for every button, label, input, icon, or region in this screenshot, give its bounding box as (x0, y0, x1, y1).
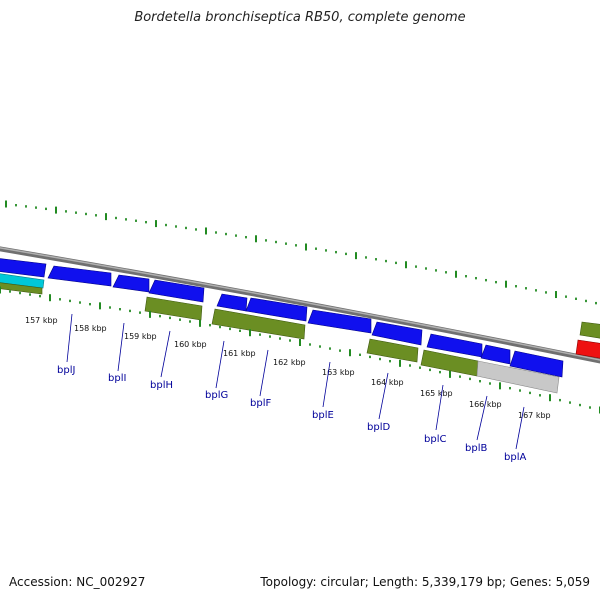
gene-label[interactable]: bplF (250, 398, 271, 409)
cds-feature[interactable] (148, 279, 205, 303)
olive-feature[interactable] (579, 321, 600, 339)
scale-label: 162 kbp (273, 358, 306, 367)
grey-feature[interactable] (476, 360, 560, 394)
scale-label: 158 kbp (74, 324, 107, 333)
gene-leader-line (378, 372, 389, 420)
gene-label[interactable]: bplG (205, 390, 228, 401)
cds-feature[interactable] (0, 258, 47, 278)
gene-leader-line (515, 406, 525, 450)
olive-feature[interactable] (211, 308, 306, 340)
gene-leader-line (160, 330, 171, 378)
gene-label[interactable]: bplD (367, 422, 390, 433)
map-title: Bordetella bronchiseptica RB50, complete… (134, 10, 466, 25)
gene-label[interactable]: bplB (465, 443, 487, 454)
gene-label[interactable]: bplH (150, 380, 173, 391)
cds-feature[interactable] (480, 344, 511, 365)
gene-leader-line (117, 322, 125, 372)
gene-leader-line (435, 384, 444, 431)
red-feature[interactable] (575, 339, 600, 359)
olive-feature[interactable] (0, 282, 43, 295)
cds-feature[interactable] (216, 293, 248, 312)
gene-label-group: bplJ bplI bplH bplG bplF bplE bplD bplC … (57, 365, 526, 463)
gene-leader-lines (66, 313, 525, 450)
scale-label: 163 kbp (322, 368, 355, 377)
cds-feature-row (0, 258, 564, 378)
gene-leader-line (259, 349, 269, 397)
genome-backbone (0, 246, 600, 364)
scale-label: 167 kbp (518, 411, 551, 420)
scale-label: 161 kbp (223, 349, 256, 358)
inner-tick-track (0, 286, 600, 414)
genome-backbone-highlight (0, 247, 600, 361)
scale-label: 159 kbp (124, 332, 157, 341)
accession-text: Accession: NC_002927 (9, 575, 146, 589)
scale-label: 164 kbp (371, 378, 404, 387)
cds-feature[interactable] (307, 309, 372, 334)
gene-label[interactable]: bplI (108, 373, 126, 384)
gene-label[interactable]: bplA (504, 452, 526, 463)
genome-stats-text: Topology: circular; Length: 5,339,179 bp… (260, 575, 590, 589)
gene-label[interactable]: bplE (312, 410, 334, 421)
cyan-feature[interactable] (0, 273, 45, 289)
cds-feature[interactable] (245, 297, 308, 322)
cds-feature[interactable] (112, 274, 150, 293)
gene-label[interactable]: bplC (424, 434, 446, 445)
gene-leader-line (66, 313, 73, 363)
gene-leader-line (476, 395, 488, 441)
scale-label: 165 kbp (420, 389, 453, 398)
outer-tick-track (5, 200, 597, 305)
scale-label: 160 kbp (174, 340, 207, 349)
olive-feature-row (0, 282, 600, 394)
scale-label: 157 kbp (25, 316, 58, 325)
gene-leader-line (322, 361, 331, 408)
gene-label[interactable]: bplJ (57, 365, 75, 376)
olive-feature[interactable] (366, 338, 419, 363)
gene-leader-line (215, 340, 225, 389)
cds-feature[interactable] (509, 350, 564, 378)
cds-feature[interactable] (47, 265, 112, 287)
cds-feature[interactable] (371, 321, 423, 346)
